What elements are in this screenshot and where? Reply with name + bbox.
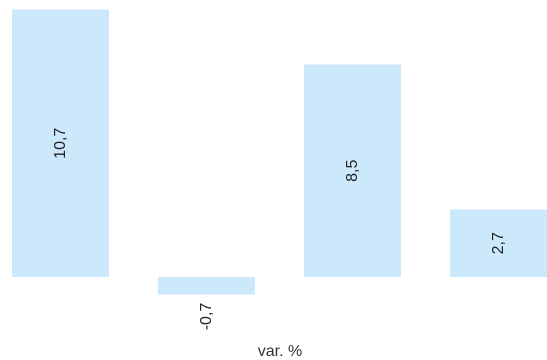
bar-value-label-3: 8,5	[344, 160, 361, 182]
bars-layer	[12, 9, 547, 295]
x-axis-label: var. %	[258, 343, 302, 360]
labels-layer: 10,7 -0,7 8,5 2,7	[52, 128, 507, 331]
bar-1	[12, 9, 109, 277]
bar-2	[158, 277, 255, 295]
bar-value-label-1: 10,7	[52, 128, 69, 159]
bar-3	[304, 64, 401, 277]
bar-4	[450, 209, 547, 277]
bar-value-label-4: 2,7	[490, 232, 507, 254]
bar-value-label-2: -0,7	[198, 303, 215, 331]
